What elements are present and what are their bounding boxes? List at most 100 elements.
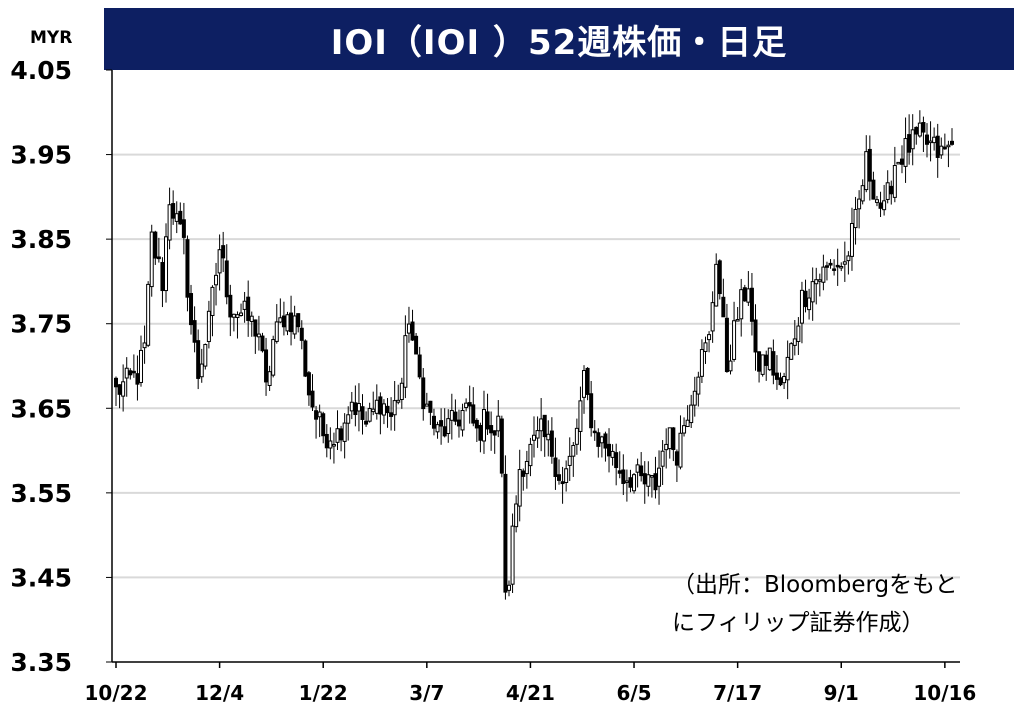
candle-body-up xyxy=(460,409,465,431)
candle-body-up xyxy=(760,354,765,375)
candle-body-down xyxy=(724,317,729,373)
candle-body-up xyxy=(574,427,579,445)
candle-body-up xyxy=(274,321,279,342)
candle-body-up xyxy=(539,418,544,432)
candle-body-up xyxy=(882,200,887,211)
chart-title-bar: IOI（IOI ）52週株価・日足 xyxy=(104,8,1014,70)
candle-body-up xyxy=(524,460,529,475)
candle-body-up xyxy=(896,161,901,165)
candle-body-up xyxy=(124,367,129,379)
candle-body-down xyxy=(542,414,547,438)
y-axis-unit: MYR xyxy=(30,28,73,48)
candle-body-up xyxy=(356,403,361,412)
candle-body-down xyxy=(456,419,461,427)
candle-body-down xyxy=(824,265,829,268)
candle-body-down xyxy=(467,402,472,407)
candle-body-up xyxy=(932,136,937,144)
candle-body-down xyxy=(181,219,186,238)
candle-body-down xyxy=(171,203,176,219)
candle-body-down xyxy=(585,367,590,395)
candle-body-up xyxy=(685,419,690,427)
candle-body-up xyxy=(139,349,144,383)
candle-body-up xyxy=(678,432,683,468)
candle-body-up xyxy=(864,151,869,191)
candle-body-up xyxy=(121,381,126,397)
candle-body-up xyxy=(857,198,862,210)
candle-body-up xyxy=(610,450,615,458)
candle-body-down xyxy=(589,393,594,429)
candle-body-down xyxy=(228,294,233,318)
candle-body-down xyxy=(942,146,947,150)
candle-body-up xyxy=(710,302,715,332)
candle-body-down xyxy=(921,122,926,133)
candle-body-down xyxy=(117,384,122,395)
candle-body-up xyxy=(635,464,640,473)
candle-body-up xyxy=(374,399,379,414)
candle-body-down xyxy=(764,354,769,366)
candle-body-up xyxy=(632,474,637,492)
candle-body-up xyxy=(849,223,854,257)
candle-body-up xyxy=(732,320,737,360)
candle-body-down xyxy=(410,321,415,341)
candle-body-up xyxy=(510,525,515,585)
candle-body-down xyxy=(492,430,497,436)
candle-body-up xyxy=(256,333,261,338)
candle-body-down xyxy=(135,373,140,385)
candle-body-down xyxy=(299,327,304,341)
candle-body-up xyxy=(703,342,708,352)
candle-body-down xyxy=(621,469,626,484)
candle-body-down xyxy=(281,315,286,328)
candle-body-up xyxy=(506,584,511,591)
candle-body-up xyxy=(206,310,211,343)
candle-body-down xyxy=(156,256,161,260)
x-tick-label: 10/22 xyxy=(85,681,148,705)
candle-body-down xyxy=(614,452,619,469)
candle-body-up xyxy=(546,433,551,441)
candle-body-down xyxy=(114,377,118,388)
x-tick-label: 3/7 xyxy=(409,681,444,705)
candle-body-down xyxy=(246,296,251,321)
candle-body-down xyxy=(871,179,876,200)
candle-body-up xyxy=(399,382,404,401)
candle-body-up xyxy=(846,255,851,262)
candle-body-up xyxy=(735,319,740,322)
candle-body-up xyxy=(689,404,694,424)
candle-body-down xyxy=(867,148,872,182)
candle-body-up xyxy=(885,182,890,200)
candle-body-down xyxy=(428,400,433,413)
candle-body-up xyxy=(739,289,744,320)
candle-body-up xyxy=(235,314,240,319)
candle-body-up xyxy=(142,342,147,349)
candle-body-up xyxy=(446,418,451,434)
candle-body-down xyxy=(549,430,554,457)
candle-body-down xyxy=(442,426,447,437)
candle-body-up xyxy=(624,480,629,483)
candle-body-up xyxy=(496,415,501,432)
y-tick-label: 3.85 xyxy=(10,225,72,254)
candle-body-up xyxy=(267,371,272,386)
candle-body-up xyxy=(892,165,897,198)
candle-body-down xyxy=(324,433,329,449)
candle-body-up xyxy=(782,376,787,384)
candle-body-down xyxy=(592,430,597,434)
x-tick-label: 10/16 xyxy=(913,681,976,705)
y-tick-label: 3.55 xyxy=(10,479,72,508)
candle-body-up xyxy=(667,427,672,450)
candle-body-up xyxy=(231,313,236,318)
candle-body-down xyxy=(950,140,954,145)
candle-body-down xyxy=(899,158,904,165)
candle-body-down xyxy=(453,411,458,422)
candle-body-down xyxy=(378,396,383,415)
x-tick-label: 6/5 xyxy=(616,681,651,705)
candle-body-down xyxy=(935,135,940,158)
candle-body-down xyxy=(471,404,476,424)
candle-body-up xyxy=(728,360,733,372)
candle-body-down xyxy=(503,473,508,593)
candle-body-up xyxy=(792,338,797,346)
candle-body-down xyxy=(306,372,311,396)
candle-body-up xyxy=(928,140,933,144)
candle-body-down xyxy=(303,340,308,377)
chart-title: IOI（IOI ）52週株価・日足 xyxy=(330,22,788,63)
candle-body-up xyxy=(349,401,354,412)
candle-body-down xyxy=(153,231,158,259)
